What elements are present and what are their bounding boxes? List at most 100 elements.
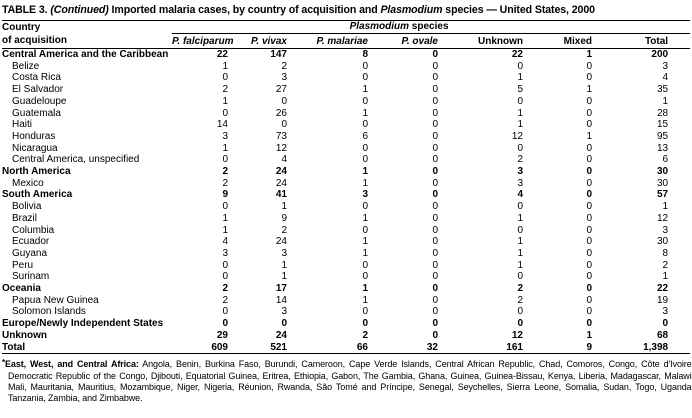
cell: 1 bbox=[222, 60, 228, 72]
cell: 35 bbox=[656, 84, 669, 96]
title-part: Imported malaria cases, by country of ac… bbox=[108, 4, 381, 16]
cell: 1 bbox=[362, 294, 368, 306]
table-row: Papua New Guinea 2 14 1 0 2 0 19 bbox=[2, 295, 690, 307]
cell: 1 bbox=[362, 177, 368, 189]
cell: 521 bbox=[232, 341, 290, 355]
malaria-table: Country of acquisition Plasmodium specie… bbox=[2, 20, 691, 355]
cell: 4 bbox=[281, 154, 287, 166]
cell: 30 bbox=[656, 166, 669, 178]
cell: 3 bbox=[517, 177, 523, 189]
cell: 0 bbox=[222, 154, 228, 166]
table-row: Haiti 14 0 0 0 1 0 15 bbox=[2, 119, 690, 131]
table-row: Central America, unspecified 0 4 0 0 2 0 6 bbox=[2, 154, 690, 166]
cell: 22 bbox=[511, 49, 523, 60]
cell: 0 bbox=[586, 224, 592, 236]
cell: 22 bbox=[216, 49, 228, 60]
cell: 0 bbox=[432, 142, 438, 154]
cell: 0 bbox=[432, 294, 438, 306]
cell: 57 bbox=[656, 189, 669, 201]
cell: 12 bbox=[656, 212, 669, 224]
cell: 0 bbox=[586, 318, 592, 330]
cell: 14 bbox=[275, 294, 287, 306]
row-label: Honduras bbox=[12, 130, 56, 142]
table-row: Bolivia 0 1 0 0 0 0 1 bbox=[2, 201, 690, 213]
footnote-marker: * bbox=[2, 357, 6, 367]
cell: 147 bbox=[270, 49, 287, 60]
footnote-text: Angola, Benin, Burkina Faso, Burundi, Ca… bbox=[8, 359, 692, 403]
cell: 1 bbox=[362, 236, 368, 248]
cell: 0 bbox=[432, 306, 438, 318]
cell: 0 bbox=[432, 49, 438, 60]
cell: 1 bbox=[662, 271, 669, 283]
cell: 2 bbox=[362, 329, 368, 341]
title-part: TABLE 3. bbox=[2, 4, 51, 16]
cell: 0 bbox=[362, 201, 368, 213]
cell: 0 bbox=[586, 306, 592, 318]
row-label: Ecuador bbox=[12, 236, 50, 248]
cell: 0 bbox=[362, 224, 368, 236]
row-label: Belize bbox=[12, 60, 40, 72]
table-row: Guadeloupe 1 0 0 0 0 0 1 bbox=[2, 96, 690, 108]
table-body: Central America and the Caribbean 22 147 8 0… bbox=[2, 49, 691, 355]
row-label: Central America, unspecified bbox=[12, 154, 140, 166]
cell: 0 bbox=[586, 95, 592, 107]
row-label: Solomon Islands bbox=[12, 306, 86, 318]
table-row: Belize 1 2 0 0 0 0 3 bbox=[2, 61, 690, 73]
row-label: Total bbox=[2, 341, 172, 355]
row-label: Nicaragua bbox=[12, 142, 58, 154]
cell: 0 bbox=[586, 119, 592, 131]
cell: 3 bbox=[281, 306, 287, 318]
cell: 0 bbox=[432, 95, 438, 107]
table-row: Surinam 0 1 0 0 0 0 1 bbox=[2, 271, 690, 283]
row-label: Guatemala bbox=[12, 107, 61, 119]
cell: 13 bbox=[656, 142, 669, 154]
cell: 0 bbox=[432, 247, 438, 259]
plasmodium-species-group-header: Plasmodium species bbox=[172, 20, 691, 34]
cell: 12 bbox=[511, 329, 523, 341]
cell: 3 bbox=[662, 306, 669, 318]
cell: 0 bbox=[362, 318, 368, 330]
cell: 30 bbox=[656, 236, 669, 248]
cell: 2 bbox=[222, 283, 228, 295]
column-header-mixed: Mixed bbox=[525, 33, 593, 49]
cell: 1 bbox=[517, 107, 523, 119]
cell: 0 bbox=[586, 236, 592, 248]
cell: 0 bbox=[586, 107, 592, 119]
cell: 0 bbox=[362, 142, 368, 154]
cell: 1 bbox=[222, 142, 228, 154]
cell: 0 bbox=[586, 212, 592, 224]
cell: 0 bbox=[432, 329, 438, 341]
cell: 26 bbox=[275, 107, 287, 119]
cell: 0 bbox=[362, 306, 368, 318]
row-label: Mexico bbox=[12, 177, 44, 189]
row-label: Brazil bbox=[12, 212, 38, 224]
cell: 1 bbox=[281, 271, 287, 283]
table-row: Oceania 2 17 1 0 2 0 22 bbox=[2, 283, 690, 295]
cell: 1 bbox=[362, 107, 368, 119]
cell: 0 bbox=[517, 224, 523, 236]
cell: 0 bbox=[432, 154, 438, 166]
cell: 27 bbox=[275, 84, 287, 96]
cell: 0 bbox=[362, 259, 368, 271]
cell: 3 bbox=[281, 72, 287, 84]
cell: 609 bbox=[172, 341, 232, 355]
cell: 0 bbox=[281, 119, 287, 131]
table-row: Mexico 2 24 1 0 3 0 30 bbox=[2, 178, 690, 190]
cell: 0 bbox=[362, 154, 368, 166]
cell: 95 bbox=[656, 130, 669, 142]
country-column-header: Country of acquisition bbox=[2, 20, 172, 49]
cell: 0 bbox=[362, 271, 368, 283]
cell: 0 bbox=[517, 318, 523, 330]
cell: 2 bbox=[517, 283, 523, 295]
cell: 0 bbox=[362, 60, 368, 72]
cell: 41 bbox=[275, 189, 287, 201]
cell: 1 bbox=[586, 130, 592, 142]
cell: 2 bbox=[517, 294, 523, 306]
cell: 0 bbox=[432, 130, 438, 142]
column-header-unknown: Unknown bbox=[440, 33, 525, 49]
table-row: Ecuador 4 24 1 0 1 0 30 bbox=[2, 236, 690, 248]
table-row: Honduras 3 73 6 0 12 1 95 bbox=[2, 131, 690, 143]
row-label: Guyana bbox=[12, 247, 48, 259]
cell: 17 bbox=[275, 283, 287, 295]
cell: 1 bbox=[662, 201, 669, 213]
